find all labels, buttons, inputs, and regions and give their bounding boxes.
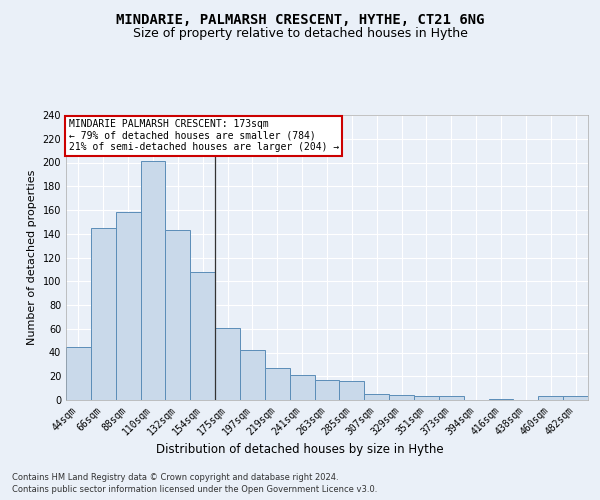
Text: Distribution of detached houses by size in Hythe: Distribution of detached houses by size … bbox=[156, 442, 444, 456]
Bar bbox=[314, 380, 340, 400]
Bar bbox=[439, 396, 464, 400]
Bar bbox=[190, 272, 215, 400]
Bar bbox=[140, 162, 166, 400]
Bar bbox=[538, 396, 563, 400]
Bar bbox=[563, 396, 588, 400]
Bar bbox=[290, 375, 314, 400]
Bar bbox=[389, 395, 414, 400]
Text: MINDARIE PALMARSH CRESCENT: 173sqm
← 79% of detached houses are smaller (784)
21: MINDARIE PALMARSH CRESCENT: 173sqm ← 79%… bbox=[68, 120, 339, 152]
Y-axis label: Number of detached properties: Number of detached properties bbox=[27, 170, 37, 345]
Bar bbox=[414, 396, 439, 400]
Text: Contains public sector information licensed under the Open Government Licence v3: Contains public sector information licen… bbox=[12, 485, 377, 494]
Bar bbox=[364, 394, 389, 400]
Bar bbox=[66, 346, 91, 400]
Bar bbox=[116, 212, 140, 400]
Text: Contains HM Land Registry data © Crown copyright and database right 2024.: Contains HM Land Registry data © Crown c… bbox=[12, 472, 338, 482]
Bar bbox=[166, 230, 190, 400]
Bar bbox=[265, 368, 290, 400]
Bar bbox=[215, 328, 240, 400]
Text: Size of property relative to detached houses in Hythe: Size of property relative to detached ho… bbox=[133, 28, 467, 40]
Bar bbox=[91, 228, 116, 400]
Text: MINDARIE, PALMARSH CRESCENT, HYTHE, CT21 6NG: MINDARIE, PALMARSH CRESCENT, HYTHE, CT21… bbox=[116, 12, 484, 26]
Bar bbox=[240, 350, 265, 400]
Bar bbox=[488, 399, 514, 400]
Bar bbox=[340, 381, 364, 400]
